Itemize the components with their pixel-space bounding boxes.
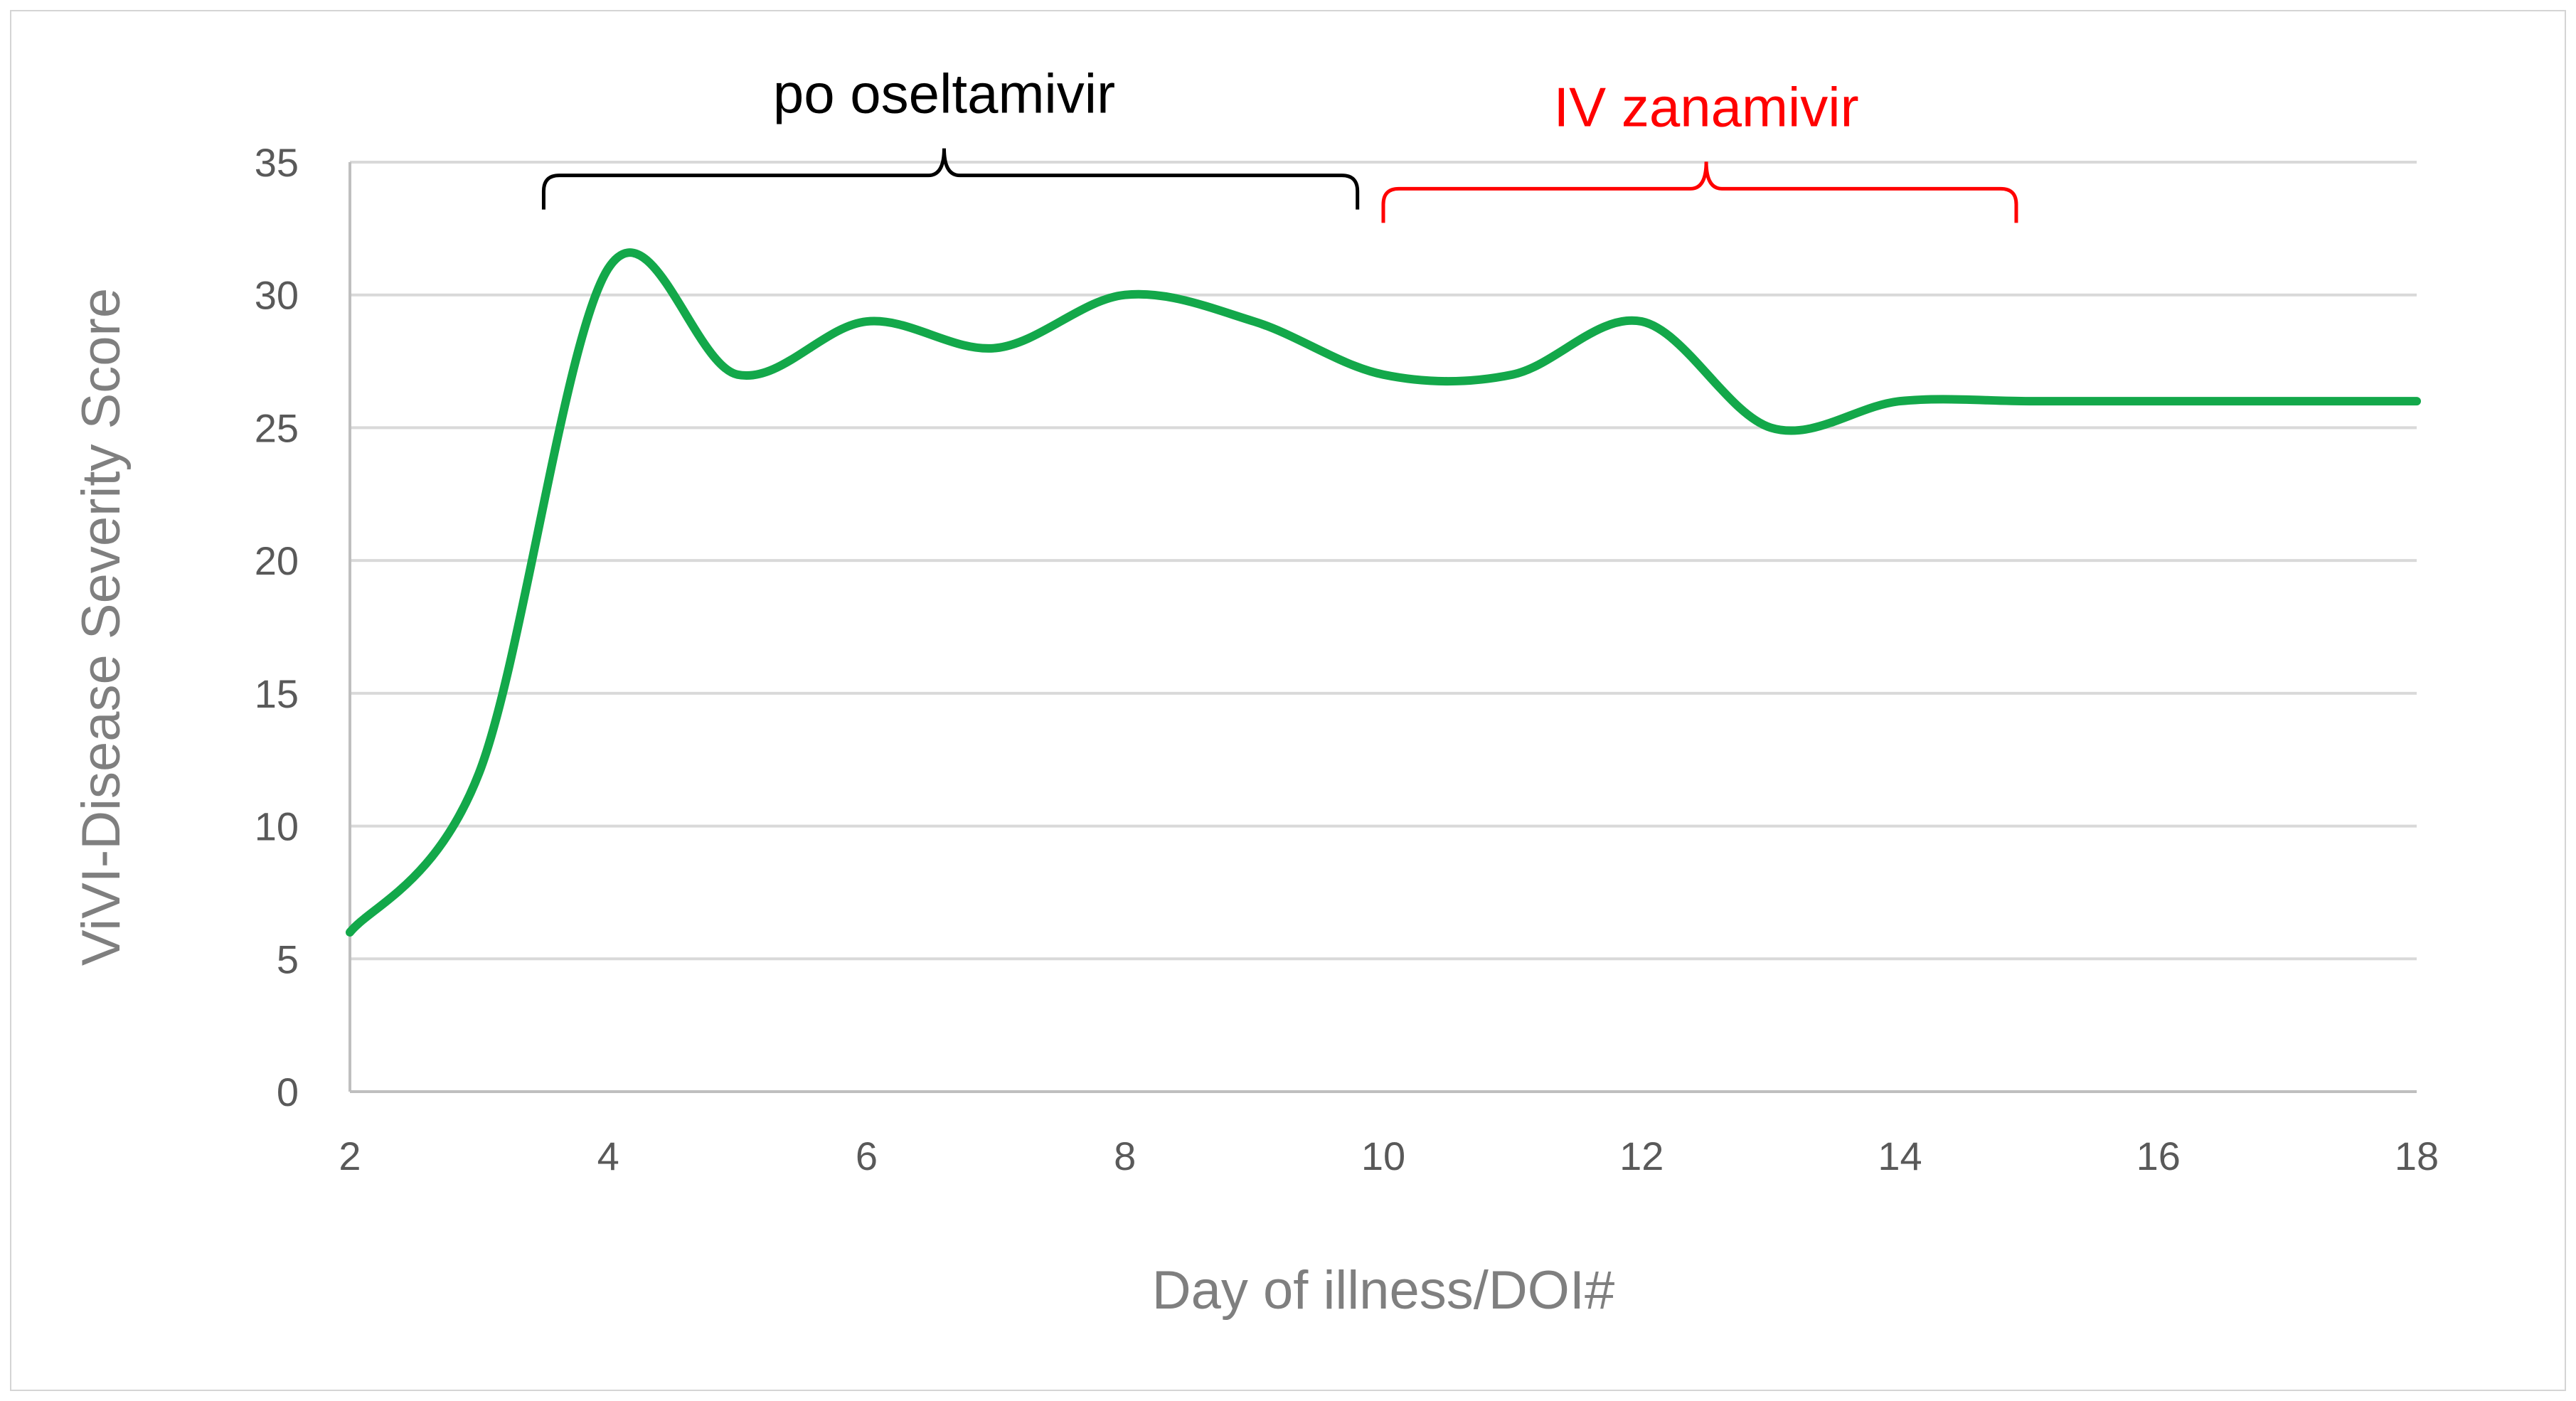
y-tick-label-20: 20 bbox=[255, 538, 299, 583]
annotation-brace-1 bbox=[1381, 161, 2018, 223]
y-tick-label-35: 35 bbox=[255, 140, 299, 185]
x-tick-label-6: 6 bbox=[856, 1134, 878, 1178]
y-tick-label-25: 25 bbox=[255, 405, 299, 450]
x-tick-label-4: 4 bbox=[597, 1134, 619, 1178]
x-axis-title: Day of illness/DOI# bbox=[1152, 1260, 1614, 1321]
y-tick-label-5: 5 bbox=[277, 937, 299, 981]
axes: 0 5 10 15 20 25 30 35 2 4 6 8 10 12 14 16 18 bbox=[255, 140, 2439, 1178]
annotation-label-1: IV zanamivir bbox=[1554, 75, 1859, 138]
x-tick-label-14: 14 bbox=[1878, 1134, 1922, 1178]
annotation-brace-0 bbox=[541, 148, 1360, 210]
x-tick-label-12: 12 bbox=[1619, 1134, 1664, 1178]
chart-frame bbox=[10, 10, 2566, 1391]
x-tick-label-16: 16 bbox=[2136, 1134, 2181, 1178]
y-tick-label-30: 30 bbox=[255, 273, 299, 318]
gridlines bbox=[350, 161, 2417, 961]
annotations: po oseltamivir IV zanamivir bbox=[541, 63, 2018, 223]
x-tick-label-10: 10 bbox=[1361, 1134, 1405, 1178]
y-tick-label-15: 15 bbox=[255, 671, 299, 716]
x-tick-label-18: 18 bbox=[2395, 1134, 2439, 1178]
x-tick-label-2: 2 bbox=[339, 1134, 361, 1178]
annotation-label-0: po oseltamivir bbox=[773, 63, 1115, 125]
y-axis-title: ViVI-Disease Severity Score bbox=[71, 288, 132, 966]
y-tick-label-0: 0 bbox=[277, 1070, 299, 1114]
series-line-0 bbox=[346, 248, 2421, 937]
series-layer bbox=[346, 248, 2421, 937]
y-tick-label-10: 10 bbox=[255, 804, 299, 849]
x-tick-label-8: 8 bbox=[1114, 1134, 1136, 1178]
